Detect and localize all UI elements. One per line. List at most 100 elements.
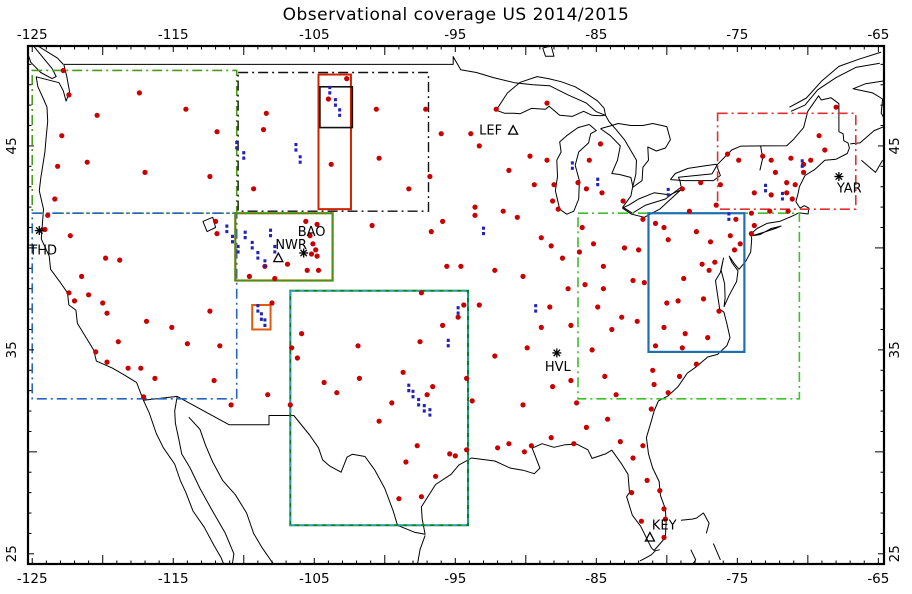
colorado-green-overlay-box <box>234 212 334 282</box>
observation-site-dot <box>661 324 667 330</box>
observation-site-dot <box>284 261 291 267</box>
observation-site-dot <box>313 247 319 253</box>
observation-site-dot <box>531 182 537 188</box>
lon-tick-label-bottom: -95 <box>444 571 466 587</box>
observation-site-dot <box>520 402 526 408</box>
observation-site-dot <box>650 367 656 373</box>
observation-site-dot <box>651 381 657 388</box>
observation-site-dot <box>67 233 73 239</box>
observation-site-dot <box>115 339 121 345</box>
observation-site-dot <box>833 104 839 110</box>
hvl-station-label: HVL <box>545 360 572 375</box>
observation-site-dot <box>583 424 590 430</box>
observation-site-dot <box>602 373 608 379</box>
observation-site-dot <box>575 180 581 186</box>
observation-site-dot <box>617 439 623 445</box>
observation-site-dot <box>724 151 731 157</box>
lon-tick-label-top: -85 <box>585 27 607 43</box>
observation-site-dot <box>579 224 585 231</box>
observation-site-dot <box>52 196 58 202</box>
observation-site-dot <box>104 310 110 316</box>
observation-site-dot <box>84 159 90 165</box>
observation-site-dot <box>662 516 669 522</box>
thd-station-label: THD <box>28 244 57 259</box>
observation-site-dot <box>417 339 423 345</box>
coastline-us-mainland <box>35 56 850 551</box>
observation-site-dot <box>476 302 482 308</box>
observation-site-dot <box>440 322 446 328</box>
coastline-lake-superior <box>495 76 606 117</box>
observation-site-dot <box>307 233 313 239</box>
observation-site-dot <box>712 259 718 265</box>
observation-site-dot <box>621 245 628 251</box>
lat-tick-label-left: 25 <box>4 545 20 562</box>
observation-site-dot <box>138 365 144 371</box>
observation-site-dot <box>213 218 219 224</box>
observation-site-dot <box>619 314 625 320</box>
observation-site-dot <box>314 221 320 227</box>
observation-site-dot <box>521 449 528 455</box>
observation-site-dot <box>571 441 577 447</box>
coastline-vancouver-island <box>28 46 57 80</box>
observation-site-dot <box>551 182 557 188</box>
coastline-lake-huron <box>600 123 671 188</box>
observation-site-dot <box>228 402 234 408</box>
observation-site-dot <box>143 318 150 324</box>
observation-site-dot <box>661 224 667 231</box>
observation-site-dot <box>66 290 72 296</box>
nwr-triangle-marker <box>272 251 284 263</box>
observation-site-dot <box>269 300 275 306</box>
asterisk-arm <box>553 349 561 357</box>
observation-site-dot <box>693 361 700 367</box>
observation-site-dot <box>152 375 158 381</box>
coastline-long-island <box>751 225 782 237</box>
asterisk-arm <box>835 172 843 181</box>
coastline-baja-california <box>142 396 235 564</box>
observation-site-dot <box>550 384 556 390</box>
observation-site-dot <box>681 275 687 282</box>
observation-site-dot <box>334 390 340 396</box>
lat-tick-label-right: 25 <box>887 545 903 562</box>
observation-site-dot <box>389 400 395 406</box>
observation-site-dot <box>452 453 458 459</box>
observation-site-dot <box>676 373 683 379</box>
observation-site-dot <box>565 286 571 292</box>
observation-site-dot <box>767 208 773 214</box>
observation-site-dot <box>294 355 300 361</box>
observation-site-dot <box>713 202 719 208</box>
observation-site-dot <box>785 208 791 214</box>
observation-site-dot <box>638 518 645 524</box>
observation-site-dot <box>299 331 305 337</box>
observation-site-dot <box>636 247 642 253</box>
observation-site-dot <box>784 190 790 196</box>
observation-site-dot <box>634 318 640 324</box>
observation-site-dot <box>576 249 583 255</box>
coastline-grand-bahama-abaco <box>680 512 710 534</box>
observation-site-dot <box>464 447 470 453</box>
observation-site-dot <box>136 90 142 96</box>
observation-site-dot <box>597 141 604 147</box>
observation-site-dot <box>784 180 790 186</box>
observation-site-dot <box>527 153 533 159</box>
observation-site-dot <box>548 243 554 249</box>
observation-site-dot <box>652 343 659 349</box>
observation-site-dot <box>693 229 700 235</box>
observation-site-dot <box>772 169 779 175</box>
thd-asterisk-marker <box>34 226 44 236</box>
observation-site-dot <box>321 379 327 386</box>
observation-site-dot <box>344 76 350 82</box>
observation-site-dot <box>664 300 670 306</box>
observation-site-dot <box>816 133 822 139</box>
coastline-lake-ontario <box>670 163 721 182</box>
observation-site-dot <box>555 206 561 212</box>
observation-site-dot <box>287 402 293 408</box>
observation-site-dot <box>568 377 574 384</box>
observation-site-dot <box>71 298 78 304</box>
observation-site-dot <box>217 343 223 349</box>
observation-site-dot <box>665 390 671 396</box>
observation-site-dot <box>325 96 331 102</box>
observation-site-dot <box>640 216 646 222</box>
observation-site-dot <box>314 253 320 259</box>
observation-site-dot <box>492 353 498 359</box>
bao-station-label: BAO <box>298 225 326 240</box>
